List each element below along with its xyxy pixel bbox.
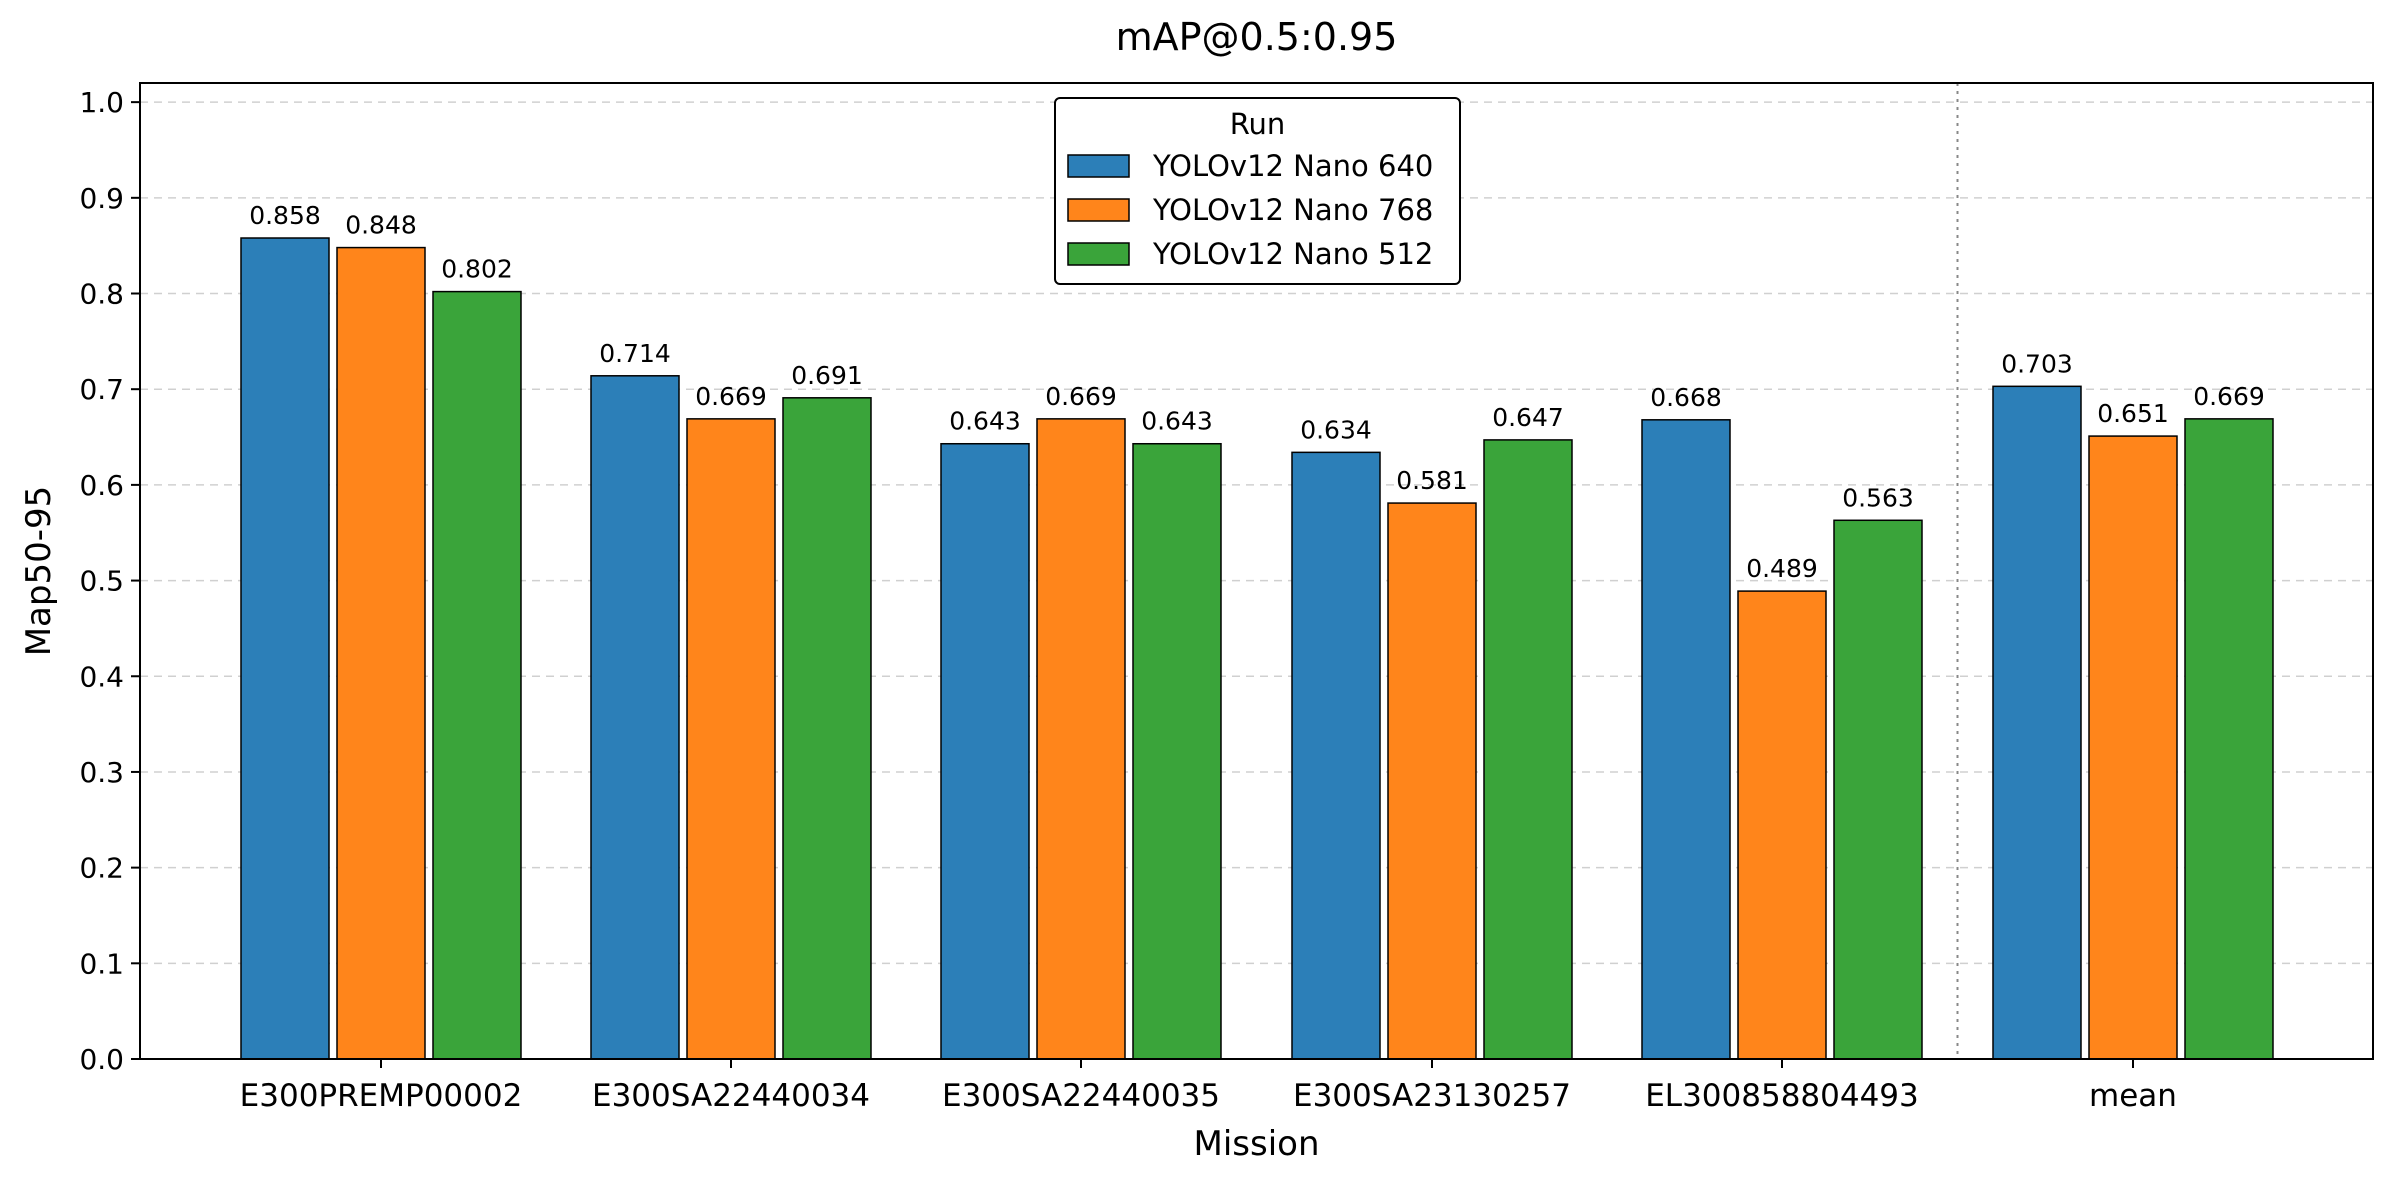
bar-value-label: 0.669 bbox=[1045, 382, 1117, 411]
bar-value-label: 0.848 bbox=[345, 211, 417, 240]
legend-box bbox=[1054, 97, 1461, 285]
y-tick-label: 0.5 bbox=[79, 565, 124, 598]
x-tick-label: E300PREMP00002 bbox=[240, 1078, 523, 1114]
y-tick-label: 0.3 bbox=[79, 756, 124, 789]
y-tick-label: 0.4 bbox=[79, 660, 124, 693]
y-tick-label: 1.0 bbox=[79, 86, 124, 119]
x-tick-label: mean bbox=[2089, 1078, 2177, 1114]
x-axis-title: Mission bbox=[1193, 1124, 1319, 1164]
x-tick-label: E300SA22440035 bbox=[942, 1078, 1220, 1114]
bar-value-label: 0.668 bbox=[1650, 383, 1722, 412]
bar-value-label: 0.643 bbox=[949, 407, 1021, 436]
bar-value-label: 0.563 bbox=[1842, 483, 1914, 512]
y-tick-label: 0.1 bbox=[79, 947, 124, 980]
bar bbox=[590, 375, 680, 1060]
bar bbox=[1992, 385, 2082, 1060]
y-tick-label: 0.8 bbox=[79, 278, 124, 311]
chart-title: mAP@0.5:0.95 bbox=[1116, 15, 1398, 59]
legend-entry-label: YOLOv12 Nano 768 bbox=[1152, 193, 1433, 227]
x-tick-label: E300SA22440034 bbox=[592, 1078, 870, 1114]
bar bbox=[940, 442, 1030, 1060]
y-tick-label: 0.2 bbox=[79, 852, 124, 885]
bar bbox=[240, 237, 330, 1060]
x-tick-label: EL300858804493 bbox=[1645, 1078, 1919, 1114]
bar-value-label: 0.647 bbox=[1492, 403, 1564, 432]
legend-swatch bbox=[1067, 198, 1130, 222]
bars bbox=[240, 237, 2274, 1060]
bar bbox=[1387, 502, 1477, 1060]
data-labels: 0.858 0.848 0.802 0.714 0.669 0.691 0.643 0.669… bbox=[249, 201, 2265, 583]
bar bbox=[782, 397, 872, 1060]
bar-value-label: 0.651 bbox=[2097, 399, 2169, 428]
bar-value-label: 0.643 bbox=[1141, 407, 1213, 436]
bar bbox=[1833, 519, 1923, 1060]
y-tick-label: 0.0 bbox=[79, 1043, 124, 1076]
legend-entry-label: YOLOv12 Nano 640 bbox=[1152, 149, 1433, 183]
bar bbox=[2088, 435, 2178, 1060]
bar-value-label: 0.691 bbox=[791, 361, 863, 390]
y-axis: 0.0 0.1 0.2 0.3 0.4 0.5 0.6 0.7 0.8 0.9 1.0 bbox=[79, 86, 140, 1076]
bar bbox=[336, 246, 426, 1060]
legend-swatch bbox=[1067, 242, 1130, 266]
legend-swatch bbox=[1067, 154, 1130, 178]
y-tick-label: 0.7 bbox=[79, 373, 124, 406]
legend-entry-label: YOLOv12 Nano 512 bbox=[1152, 237, 1433, 271]
bar-value-label: 0.634 bbox=[1300, 415, 1372, 444]
x-tick-label: E300SA23130257 bbox=[1293, 1078, 1571, 1114]
bar bbox=[1483, 439, 1573, 1060]
x-axis: E300PREMP00002 E300SA22440034 E300SA224400… bbox=[240, 1059, 2177, 1114]
bar bbox=[686, 418, 776, 1060]
bar-value-label: 0.669 bbox=[695, 382, 767, 411]
y-tick-label: 0.6 bbox=[79, 469, 124, 502]
bar-value-label: 0.858 bbox=[249, 201, 321, 230]
bar-value-label: 0.703 bbox=[2001, 349, 2073, 378]
bar-value-label: 0.669 bbox=[2193, 382, 2265, 411]
legend-title: Run bbox=[1230, 107, 1286, 141]
bar-value-label: 0.489 bbox=[1746, 554, 1818, 583]
legend: Run YOLOv12 Nano 640 YOLOv12 Nano 768 YOLO… bbox=[1054, 97, 1461, 285]
plot-frame bbox=[139, 82, 2374, 1060]
y-tick-label: 0.9 bbox=[79, 182, 124, 215]
bar bbox=[1132, 442, 1222, 1060]
bar bbox=[1291, 451, 1381, 1060]
y-axis-title: Map50-95 bbox=[19, 486, 59, 657]
bar-value-label: 0.714 bbox=[599, 339, 671, 368]
bar-value-label: 0.581 bbox=[1396, 466, 1468, 495]
bar bbox=[432, 290, 522, 1060]
bar bbox=[1737, 590, 1827, 1060]
bar bbox=[1036, 418, 1126, 1060]
bar-value-label: 0.802 bbox=[441, 255, 513, 284]
bar bbox=[2184, 418, 2274, 1060]
bar bbox=[1641, 419, 1731, 1060]
